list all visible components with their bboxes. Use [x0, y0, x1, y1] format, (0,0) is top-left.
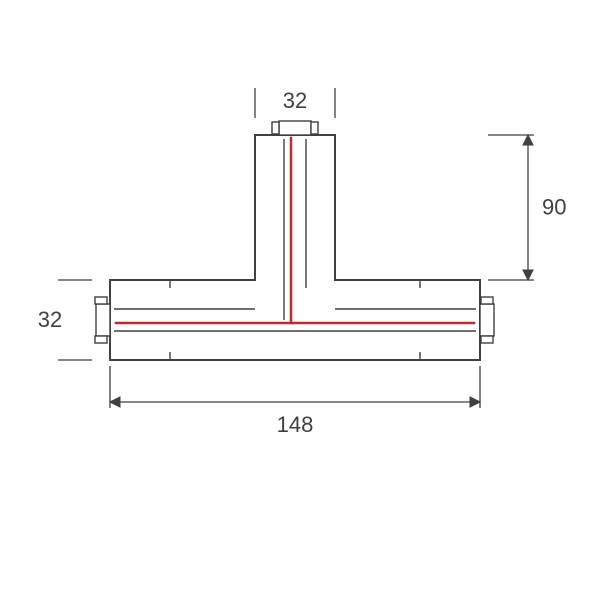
t-connector-drawing: 32 32 148 90 [0, 0, 591, 591]
t-connector-outline [110, 135, 480, 360]
dim-left-height: 32 [38, 307, 62, 332]
dim-top-width: 32 [283, 88, 307, 113]
dim-right-height: 90 [542, 195, 566, 220]
dim-bottom-width: 148 [277, 412, 314, 437]
